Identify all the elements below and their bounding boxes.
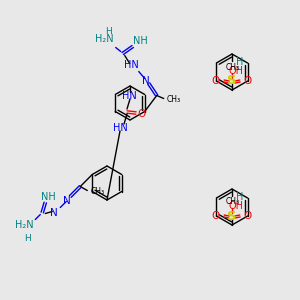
- Text: S: S: [227, 74, 237, 88]
- Text: H: H: [236, 192, 244, 202]
- Text: O: O: [137, 109, 145, 119]
- Text: O: O: [212, 211, 220, 221]
- Text: N: N: [142, 76, 150, 85]
- Text: CH₃: CH₃: [90, 187, 104, 196]
- Text: N: N: [63, 196, 71, 206]
- Text: OH: OH: [229, 66, 244, 76]
- Text: H₂N: H₂N: [15, 220, 34, 230]
- Text: NH: NH: [133, 35, 148, 46]
- Text: O: O: [244, 211, 252, 221]
- Text: HN: HN: [122, 91, 136, 101]
- Text: H: H: [236, 57, 244, 67]
- Text: HN: HN: [124, 61, 139, 70]
- Text: CH₃: CH₃: [226, 197, 240, 206]
- Text: O: O: [212, 76, 220, 86]
- Text: S: S: [227, 209, 237, 223]
- Text: HN: HN: [112, 123, 128, 133]
- Text: H₂N: H₂N: [95, 34, 114, 44]
- Text: N: N: [50, 208, 58, 218]
- Text: H: H: [105, 27, 112, 36]
- Text: CH₃: CH₃: [226, 62, 240, 71]
- Text: OH: OH: [229, 201, 244, 211]
- Text: O: O: [244, 76, 252, 86]
- Text: NH: NH: [41, 191, 56, 202]
- Text: CH₃: CH₃: [167, 95, 181, 104]
- Text: H: H: [24, 234, 31, 243]
